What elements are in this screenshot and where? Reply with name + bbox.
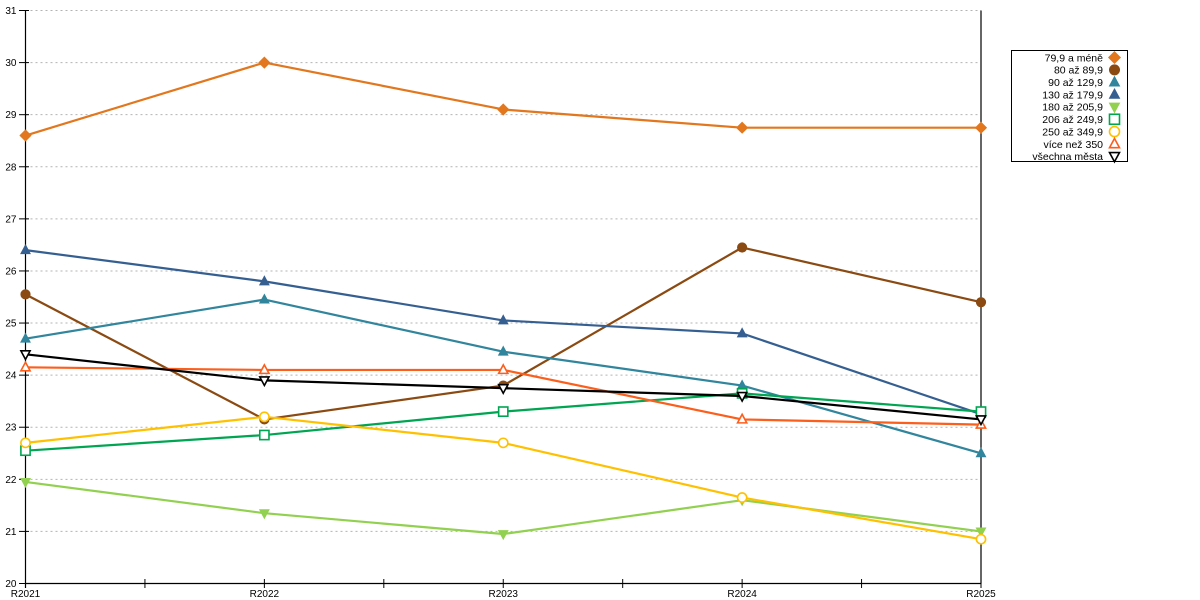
legend-item-6: 250 až 349,9	[1042, 125, 1121, 138]
y-tick-label: 27	[5, 214, 17, 225]
y-tick-label: 23	[5, 423, 17, 434]
legend-label: 79,9 a méně	[1045, 52, 1104, 64]
legend-item-0: 79,9 a méně	[1045, 50, 1122, 64]
legend-label: 180 až 205,9	[1042, 102, 1103, 114]
y-tick-label: 31	[5, 6, 17, 17]
y-tick-label: 25	[5, 319, 17, 330]
series-line-7	[19, 360, 987, 429]
legend-item-1: 80 až 89,9	[1054, 64, 1120, 77]
legend-item-8: všechna města	[1032, 151, 1121, 164]
x-tick-label: R2022	[250, 589, 280, 600]
legend-item-3: 130 až 179,9	[1042, 87, 1121, 101]
series-line-0	[19, 56, 988, 142]
y-tick-label: 29	[5, 110, 17, 121]
x-tick-label: R2021	[11, 589, 41, 600]
legend-item-5: 206 až 249,9	[1042, 113, 1121, 126]
gridlines	[25, 10, 981, 532]
series-line-8	[19, 350, 987, 427]
y-axis-ticks: 20 21 22 23 24 25 26 27 28 29 30 31	[5, 6, 29, 590]
series-line-2	[20, 293, 987, 458]
x-tick-label: R2024	[727, 589, 757, 600]
legend-item-7: více než 350	[1043, 136, 1121, 151]
series-line-1	[20, 242, 987, 425]
series-line-4	[20, 477, 987, 541]
legend-label: více než 350	[1043, 139, 1103, 151]
legend-label: 130 až 179,9	[1042, 89, 1103, 101]
legend-label: 90 až 129,9	[1048, 77, 1103, 89]
y-tick-label: 24	[5, 371, 17, 382]
y-tick-label: 22	[5, 475, 17, 486]
legend-label: 80 až 89,9	[1054, 65, 1103, 77]
legend-item-4: 180 až 205,9	[1042, 102, 1121, 114]
x-tick-label: R2025	[966, 589, 996, 600]
legend-label: všechna města	[1032, 151, 1103, 163]
series-line-6	[20, 411, 987, 545]
y-tick-label: 20	[5, 579, 17, 590]
legend-label: 206 až 249,9	[1042, 114, 1103, 126]
y-tick-label: 30	[5, 58, 17, 69]
y-tick-label: 28	[5, 162, 17, 173]
legend-item-2: 90 až 129,9	[1048, 75, 1121, 89]
y-tick-label: 21	[5, 527, 17, 538]
series-line-5	[20, 387, 987, 457]
legend-label: 250 až 349,9	[1042, 126, 1103, 138]
x-tick-label: R2023	[489, 589, 519, 600]
x-axis-ticks: R2021 R2022 R2023 R2024 R2025	[11, 579, 996, 600]
y-tick-label: 26	[5, 266, 17, 277]
